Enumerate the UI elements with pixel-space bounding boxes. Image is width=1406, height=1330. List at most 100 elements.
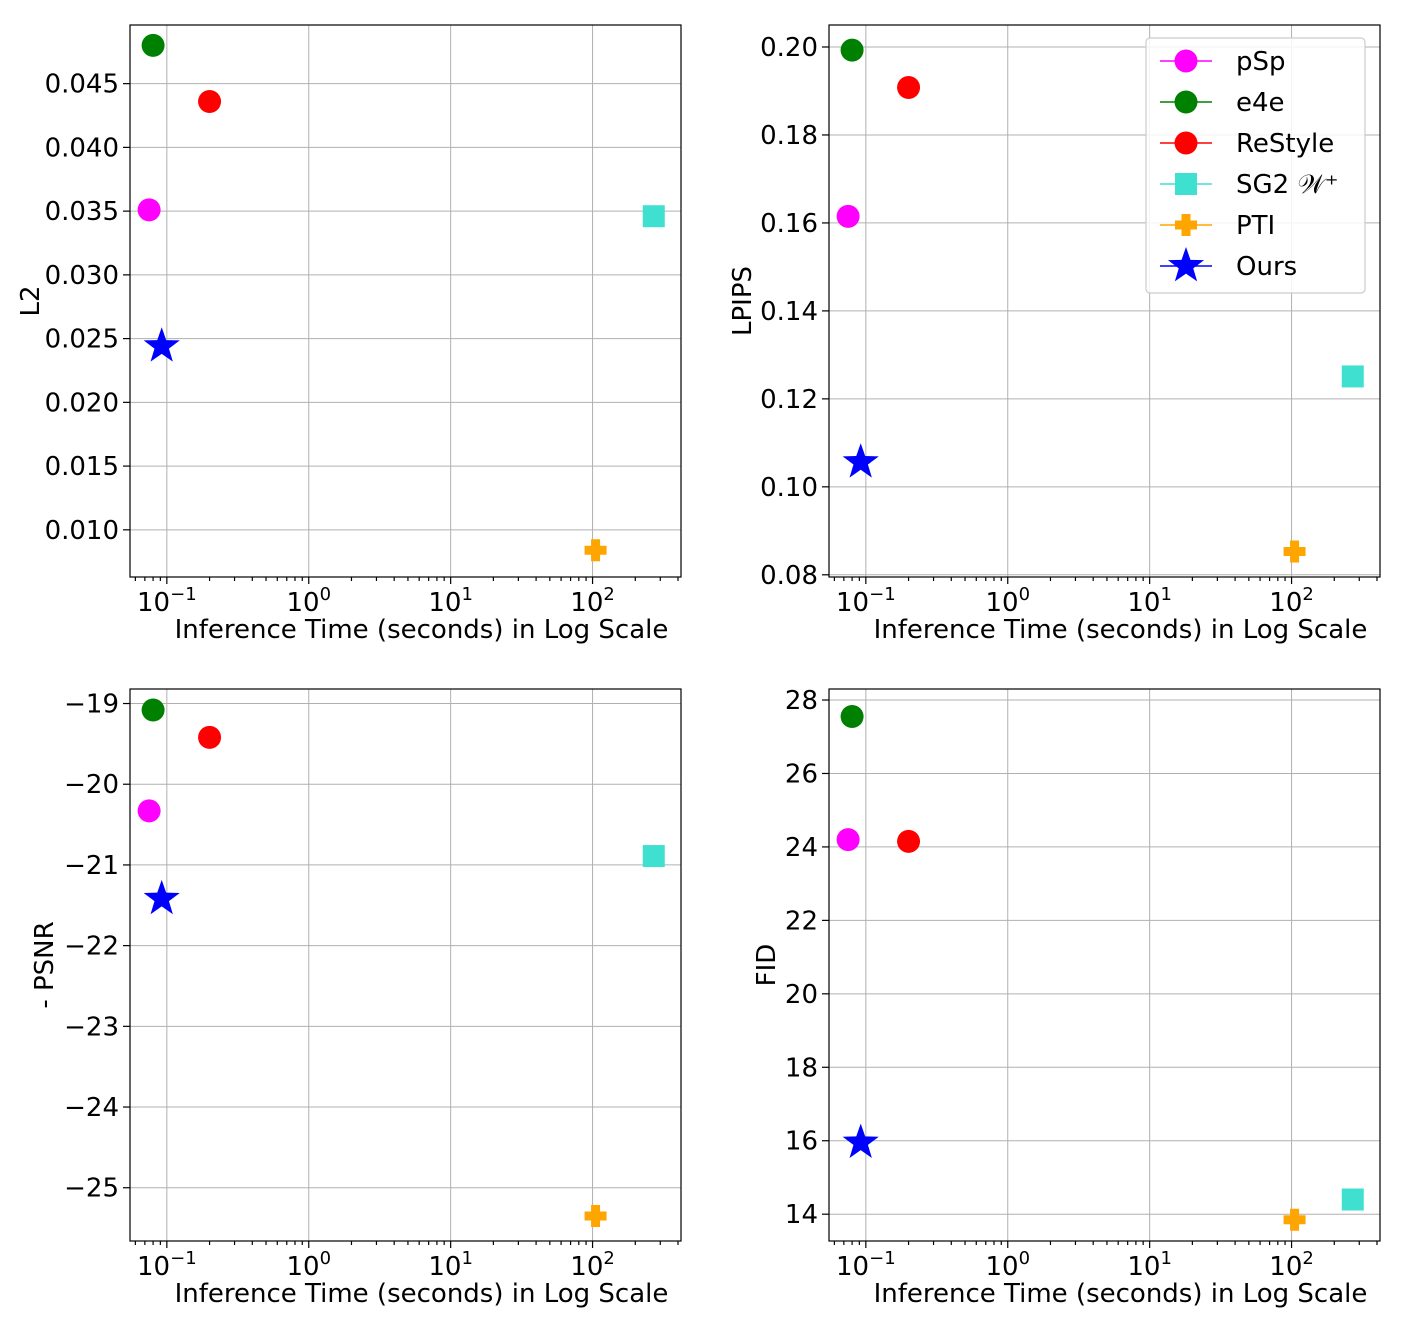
x-axis-label: Inference Time (seconds) in Log Scale xyxy=(874,1279,1368,1309)
point-ours xyxy=(842,443,879,478)
subplot-lpips: 10−1 100 101 102 0.08 0.10 0.12 0.14 0.16 0.18 0.2… xyxy=(728,24,1381,645)
y-tick-label: 14 xyxy=(785,1200,818,1230)
y-tick-label: 16 xyxy=(785,1127,818,1157)
point-sg2 xyxy=(1341,1188,1364,1211)
y-axis-label: - PSNR xyxy=(30,921,60,1008)
y-tick-label: 0.08 xyxy=(760,561,818,591)
point-pti xyxy=(584,1204,607,1227)
point-restyle xyxy=(198,89,222,113)
x-tick-label: 100 xyxy=(985,1248,1030,1282)
plus-marker-icon xyxy=(1175,214,1197,236)
y-tick-label: 0.020 xyxy=(45,388,119,418)
star-marker-icon xyxy=(1167,247,1205,282)
y-axis-label: L2 xyxy=(16,285,46,316)
legend-item-psp: pSp xyxy=(1160,47,1286,77)
x-tick-label: 100 xyxy=(286,1248,331,1282)
y-axis-label: LPIPS xyxy=(728,266,758,336)
y-tick-label: −24 xyxy=(64,1093,119,1123)
point-e4e xyxy=(141,698,165,722)
y-tick-label: 0.12 xyxy=(760,385,818,415)
x-tick-label: 101 xyxy=(428,584,473,618)
legend-label: ReStyle xyxy=(1236,129,1334,159)
point-psp xyxy=(137,799,161,823)
y-tick-label: 0.015 xyxy=(45,452,119,482)
legend-label: Ours xyxy=(1236,252,1297,282)
y-tick-label: −23 xyxy=(64,1012,119,1042)
x-tick-label: 10−1 xyxy=(137,1248,197,1282)
legend-item-restyle: ReStyle xyxy=(1160,129,1334,159)
plot-frame xyxy=(828,24,1381,578)
legend-label: PTI xyxy=(1236,211,1275,241)
point-sg2 xyxy=(1341,365,1364,388)
y-tick-label: 0.10 xyxy=(760,473,818,503)
x-tick-label: 102 xyxy=(570,1248,615,1282)
y-tick-label: 28 xyxy=(785,686,818,716)
subplot-l2: 10−1 100 101 102 0.010 0.015 0.020 0.025 0.030 0.… xyxy=(16,24,682,645)
x-tick-label: 10−1 xyxy=(836,1248,896,1282)
plot-frame xyxy=(828,688,1381,1242)
y-tick-label: −21 xyxy=(64,851,119,881)
y-tick-label: −20 xyxy=(64,770,119,800)
x-tick-label: 102 xyxy=(570,584,615,618)
y-tick-label: 0.030 xyxy=(45,261,119,291)
x-tick-label: 102 xyxy=(1269,584,1314,618)
y-tick-label: 0.18 xyxy=(760,121,818,151)
y-tick-label: 0.040 xyxy=(45,133,119,163)
circle-marker-icon xyxy=(1174,131,1198,155)
point-pti xyxy=(1283,1208,1306,1231)
x-tick-label: 100 xyxy=(286,584,331,618)
y-tick-label: −25 xyxy=(64,1174,119,1204)
x-tick-label: 102 xyxy=(1269,1248,1314,1282)
legend-label: pSp xyxy=(1236,47,1286,77)
y-tick-label: 22 xyxy=(785,906,818,936)
point-sg2 xyxy=(642,845,665,868)
point-pti xyxy=(584,539,607,562)
point-psp xyxy=(836,204,860,228)
point-psp xyxy=(137,198,161,222)
y-tick-label: 26 xyxy=(785,759,818,789)
y-axis-label: FID xyxy=(752,944,782,987)
y-tick-label: 0.14 xyxy=(760,297,818,327)
x-tick-label: 100 xyxy=(985,584,1030,618)
legend-label: e4e xyxy=(1236,88,1285,118)
y-tick-label: 0.20 xyxy=(760,33,818,63)
square-marker-icon xyxy=(1175,173,1197,195)
y-tick-label: −22 xyxy=(64,932,119,962)
point-e4e xyxy=(840,705,864,729)
point-e4e xyxy=(141,33,165,57)
circle-marker-icon xyxy=(1174,49,1198,73)
plot-frame xyxy=(129,688,682,1242)
point-ours xyxy=(143,879,180,915)
point-ours xyxy=(143,327,180,362)
x-tick-label: 101 xyxy=(1127,1248,1172,1282)
x-axis-label: Inference Time (seconds) in Log Scale xyxy=(175,615,669,645)
x-tick-label: 101 xyxy=(428,1248,473,1282)
y-tick-label: 18 xyxy=(785,1053,818,1083)
x-axis-label: Inference Time (seconds) in Log Scale xyxy=(175,1279,669,1309)
circle-marker-icon xyxy=(1174,90,1198,114)
x-tick-label: 10−1 xyxy=(836,584,896,618)
point-psp xyxy=(836,828,860,852)
y-tick-label: 20 xyxy=(785,980,818,1010)
subplot-psnr: 10−1 100 101 102 −25 −24 −23 −22 −21 −20 −19 Infere… xyxy=(30,688,682,1309)
legend-item-pti: PTI xyxy=(1160,211,1275,241)
x-axis-label: Inference Time (seconds) in Log Scale xyxy=(874,615,1368,645)
y-tick-label: 0.025 xyxy=(45,325,119,355)
legend: pSp e4e ReStyle SG2 𝒲⁺ PTI Ours xyxy=(1145,37,1366,294)
legend-label: SG2 𝒲⁺ xyxy=(1236,170,1338,200)
point-e4e xyxy=(840,38,864,62)
legend-item-sg2: SG2 𝒲⁺ xyxy=(1160,170,1338,200)
x-tick-label: 101 xyxy=(1127,584,1172,618)
x-tick-label: 10−1 xyxy=(137,584,197,618)
point-restyle xyxy=(897,829,921,853)
point-restyle xyxy=(897,75,921,99)
point-ours xyxy=(842,1123,879,1158)
y-tick-label: 0.045 xyxy=(45,70,119,100)
y-tick-label: 0.035 xyxy=(45,197,119,227)
y-tick-label: 0.16 xyxy=(760,209,818,239)
subplot-fid: 10−1 100 101 102 14 16 18 20 22 24 26 28 Inference T… xyxy=(752,686,1381,1309)
plot-frame xyxy=(129,24,682,578)
point-restyle xyxy=(198,725,222,749)
y-tick-label: 0.010 xyxy=(45,516,119,546)
